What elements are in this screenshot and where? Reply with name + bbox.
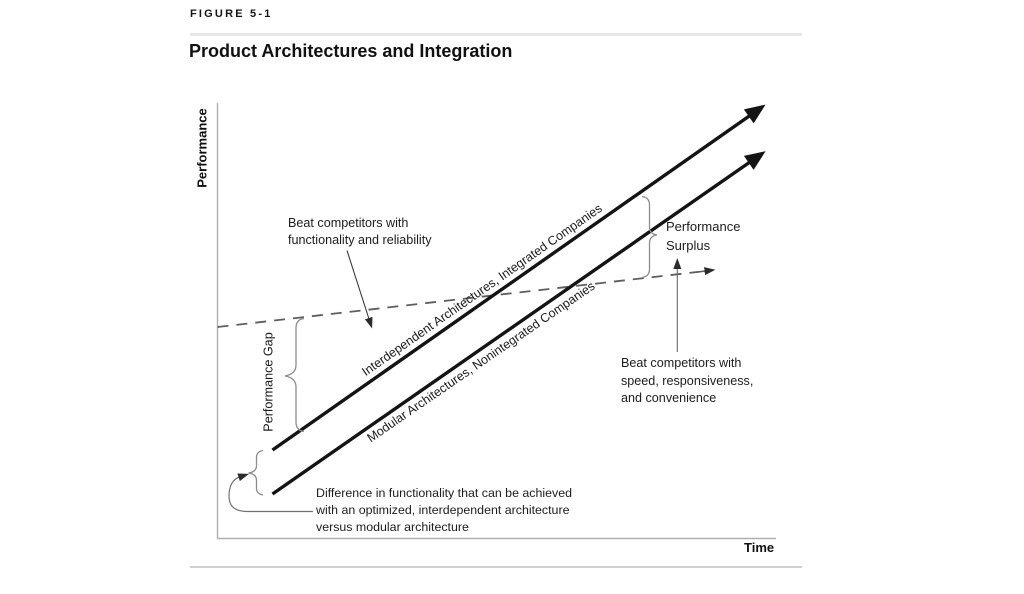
difference-line-2: with an optimized, interdependent archit… — [316, 503, 570, 517]
beat-speed-line-2: speed, responsiveness, — [621, 373, 754, 388]
beat-speed-line-3: and convenience — [621, 391, 717, 405]
performance-surplus-line-2: Surplus — [666, 237, 711, 253]
performance-surplus-line-1: Performance — [666, 219, 741, 234]
difference-annotation: Difference in functionality that can be … — [316, 485, 572, 536]
beat-functionality-line-1: Beat competitors with — [288, 216, 409, 230]
modular-trajectory-arrow — [271, 151, 766, 496]
performance-gap-brace — [284, 317, 305, 433]
bottom-divider — [190, 566, 802, 568]
x-axis-label: Time — [744, 540, 775, 555]
beat-functionality-line-2: functionality and reliability — [288, 233, 432, 247]
beat-speed-annotation: Beat competitors with speed, responsiven… — [621, 355, 753, 408]
functionality-annotation-arrow — [346, 250, 373, 329]
figure-title: Product Architectures and Integration — [189, 41, 513, 61]
y-axis-label: Performance — [194, 108, 210, 188]
figure-number-label: FIGURE 5-1 — [190, 8, 273, 20]
beat-functionality-annotation: Beat competitors with functionality and … — [288, 215, 432, 249]
difference-line-3: versus modular architecture — [316, 520, 469, 534]
difference-hook-arrow — [228, 473, 313, 513]
difference-line-1: Difference in functionality that can be … — [316, 486, 573, 500]
difference-brace — [248, 449, 264, 496]
performance-gap-label: Performance Gap — [261, 332, 276, 432]
performance-surplus-brace — [641, 195, 658, 279]
demand-arrowhead-icon — [698, 267, 716, 276]
beat-speed-line-1: Beat competitors with — [621, 356, 742, 370]
demand-dashed-line — [217, 270, 700, 328]
interdependent-trajectory-arrow — [271, 104, 766, 452]
performance-surplus-label: Performance Surplus — [666, 218, 740, 255]
header-divider — [190, 33, 802, 36]
